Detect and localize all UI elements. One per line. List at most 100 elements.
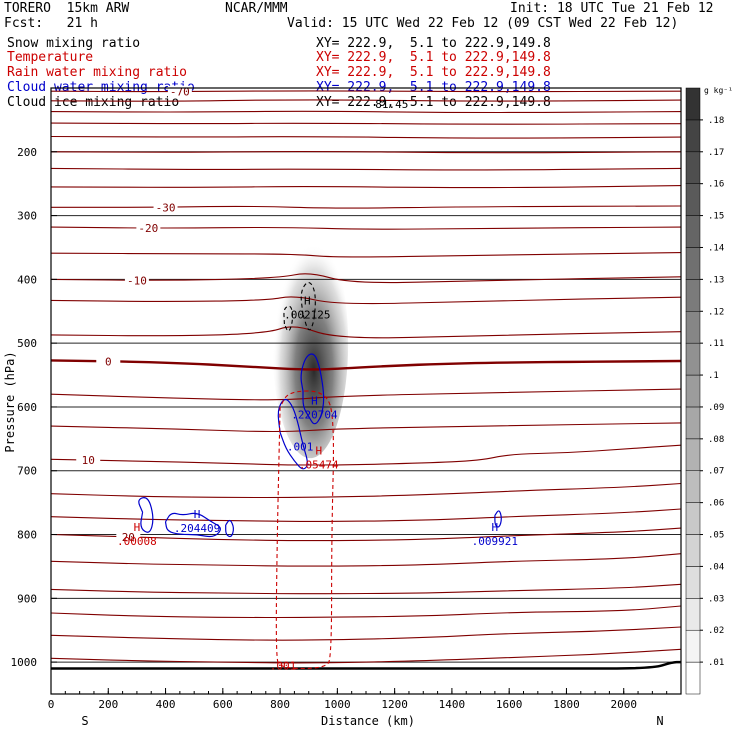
temperature-contour xyxy=(50,110,682,114)
field-temperature: Temperature xyxy=(7,50,94,65)
extremum-marker: H xyxy=(311,395,318,408)
field-snow-xy: XY= 222.9, 5.1 to 222.9,149.8 xyxy=(316,36,551,51)
colorbar-swatch xyxy=(685,247,701,280)
temperature-contour xyxy=(50,553,682,567)
temperature-contour xyxy=(50,122,682,125)
x-tick-label: 800 xyxy=(270,698,290,711)
temperature-label-bg xyxy=(136,222,161,235)
temperature-contour xyxy=(50,167,682,171)
y-tick-label: 900 xyxy=(17,592,37,605)
temperature-contour xyxy=(50,226,682,230)
cloud-water-contour xyxy=(277,398,308,470)
colorbar-swatch xyxy=(685,279,701,312)
temperature-contour xyxy=(50,185,682,189)
colorbar-tick-label: .15 xyxy=(708,212,724,222)
y-tick-label: 700 xyxy=(17,465,37,478)
temperature-label-bg xyxy=(124,274,149,287)
colorbar-swatch xyxy=(685,119,701,153)
colorbar-tick-label: .08 xyxy=(708,435,724,445)
temperature-label-bg xyxy=(116,530,141,543)
colorbar-swatch xyxy=(685,598,701,631)
temperature-contour xyxy=(50,135,682,139)
y-tick-label: 500 xyxy=(17,337,37,350)
colorbar-swatch xyxy=(685,151,701,184)
rain-water-contours xyxy=(275,282,334,670)
temperature-contour xyxy=(50,388,682,401)
temperature-contour xyxy=(50,508,682,522)
cloud-water-contour xyxy=(494,510,502,528)
extremum-value: .204409 xyxy=(174,522,220,535)
axes: 0 200 400 600 800 1000 1200 1400 1600 1800 2000200… xyxy=(11,87,682,711)
field-temperature-xy: XY= 222.9, 5.1 to 222.9,149.8 xyxy=(316,50,551,65)
y-tick-label: 1000 xyxy=(11,656,38,669)
temperature-label: -20 xyxy=(138,222,158,235)
extremum-value: .05474 xyxy=(299,458,339,471)
x-tick-label: 0 xyxy=(48,698,55,711)
colorbar-swatch xyxy=(685,311,701,344)
colorbar-swatch xyxy=(685,342,701,376)
temperature-label: -70 xyxy=(170,86,190,99)
colorbar-swatch xyxy=(685,215,701,248)
temperature-contour xyxy=(50,359,682,371)
temperature-label: -30 xyxy=(156,201,176,214)
cloud-ice-contour xyxy=(283,305,294,332)
pressure-gridlines xyxy=(51,151,681,670)
colorbar-tick-label: .11 xyxy=(708,339,724,349)
endpoint-left-label: S xyxy=(81,714,88,728)
colorbar-tick-label: .05 xyxy=(708,531,724,541)
x-tick-label: 400 xyxy=(156,698,176,711)
temperature-contour xyxy=(50,422,682,433)
extremum-value: .001 xyxy=(270,659,297,672)
extremum-value: .001 xyxy=(287,440,314,453)
colorbar-tick-label: .17 xyxy=(708,148,724,158)
terrain-line xyxy=(51,660,681,670)
x-tick-label: 2000 xyxy=(610,698,637,711)
y-tick-label: 300 xyxy=(17,210,37,223)
forecast-hour: Fcst: 21 h xyxy=(4,16,98,31)
colorbar-swatch xyxy=(685,566,701,599)
temperature-contour xyxy=(50,648,682,664)
y-tick-label: 800 xyxy=(17,529,37,542)
temperature-label: 20 xyxy=(122,531,135,544)
field-cloud-ice-xy: XY= 222.9, 5.1 to 222.9,149.8 xyxy=(316,95,551,110)
x-tick-label: 600 xyxy=(213,698,233,711)
colorbar-swatch xyxy=(685,661,701,695)
temperature-contour xyxy=(50,605,682,619)
valid-time: Valid: 15 UTC Wed 22 Feb 12 (09 CST Wed … xyxy=(287,16,679,31)
temperature-contour xyxy=(50,90,682,93)
colorbar-tick-label: .01 xyxy=(708,658,724,668)
colorbar-tick-label: .07 xyxy=(708,467,724,477)
cloud-water-contour xyxy=(300,353,325,425)
model-title: TORERO 15km ARW xyxy=(4,1,130,16)
field-rain-xy: XY= 222.9, 5.1 to 222.9,149.8 xyxy=(316,65,551,80)
temperature-contour xyxy=(50,326,682,339)
field-rain: Rain water mixing ratio xyxy=(7,65,188,80)
colorbar: .01 .02 .03 .04 .05 .06 .07 .08 .09 .1 .11 .12 .13 .1… xyxy=(685,86,733,695)
extremum-value: .00008 xyxy=(117,535,157,548)
center-title: NCAR/MMM xyxy=(225,1,288,16)
colorbar-tick-label: .12 xyxy=(708,307,724,317)
x-tick-label: 1400 xyxy=(439,698,466,711)
colorbar-swatch xyxy=(685,438,701,471)
temperature-label: -10 xyxy=(127,274,147,287)
colorbar-tick-label: .13 xyxy=(708,275,724,285)
temperature-contour xyxy=(50,296,682,305)
colorbar-swatch xyxy=(685,534,701,567)
colorbar-swatch xyxy=(685,406,701,440)
x-tick-label: 1600 xyxy=(496,698,523,711)
temperature-contour xyxy=(50,583,682,595)
extremum-marker: H xyxy=(315,444,322,457)
colorbar-tick-label: .04 xyxy=(708,562,724,572)
temperature-label: 10 xyxy=(82,454,95,467)
colorbar-tick-label: .18 xyxy=(708,116,724,126)
init-time: Init: 18 UTC Tue 21 Feb 12 xyxy=(510,1,714,16)
colorbar-swatch xyxy=(685,87,701,121)
x-tick-label: 1800 xyxy=(553,698,580,711)
endpoint-right-label: N xyxy=(656,714,663,728)
colorbar-tick-label: .02 xyxy=(708,626,724,636)
cloud-water-contour xyxy=(164,512,221,538)
temperature-label: 0 xyxy=(105,355,112,368)
x-tick-label: 1000 xyxy=(324,698,351,711)
colorbar-swatch xyxy=(685,629,701,663)
